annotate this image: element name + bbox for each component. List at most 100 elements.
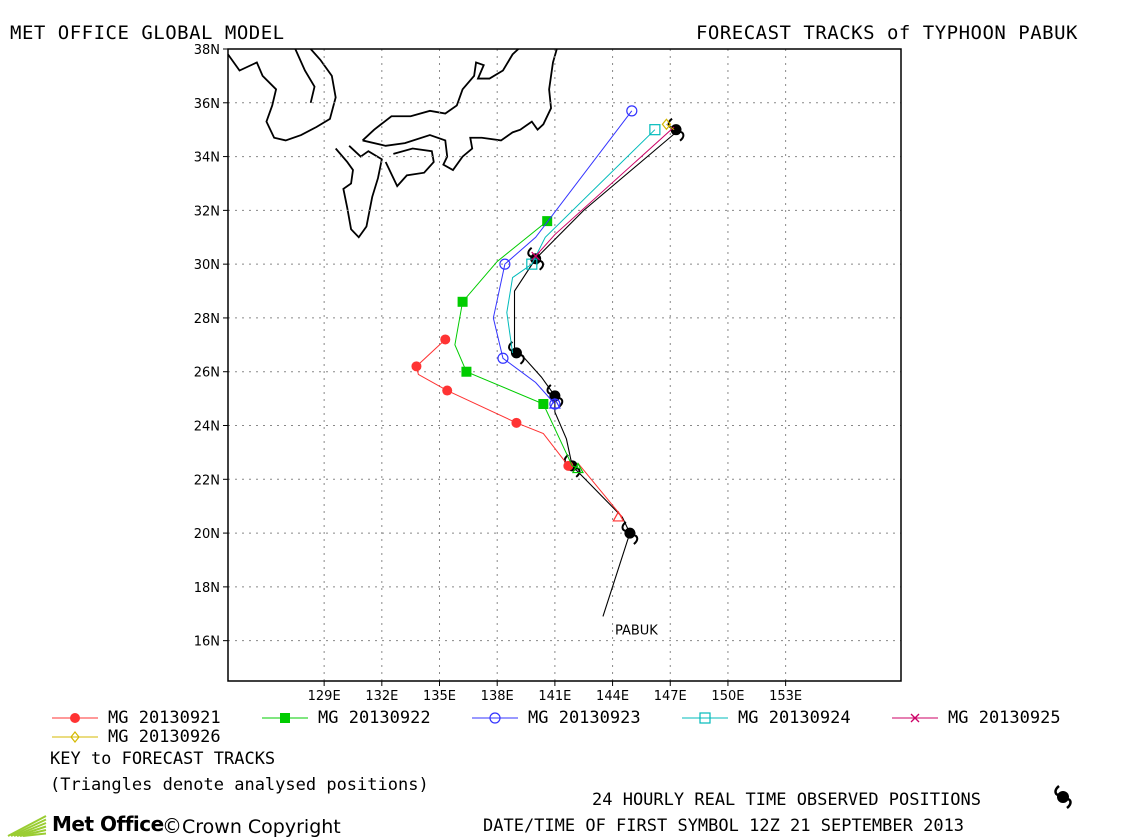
copyright-icon: © (162, 814, 182, 838)
y-tick-label: 34N (194, 151, 220, 166)
key-title: KEY to FORECAST TRACKS (50, 749, 276, 769)
observed-positions-note: 24 HOURLY REAL TIME OBSERVED POSITIONS (592, 790, 981, 810)
x-tick-label: 144E (596, 689, 629, 704)
analysed-position-triangle (548, 397, 561, 409)
forecast-series (411, 105, 675, 522)
y-tick-label: 38N (194, 43, 220, 58)
axis-ticks: 129E 132E 135E 138E 141E 144E 147E 150E 153E 16N 1… (194, 43, 802, 704)
series-mg-20130925-point (531, 251, 541, 261)
y-tick-label: 18N (194, 581, 220, 596)
coastline (362, 48, 558, 172)
observed-position-symbol (621, 521, 639, 545)
plot-frame (227, 48, 902, 682)
series-mg-20130922-point (461, 366, 472, 377)
logo-stripe (7, 815, 47, 837)
y-tick-label: 28N (194, 312, 220, 327)
y-tick-label: 30N (194, 258, 220, 273)
legend-swatch-marker (699, 712, 711, 724)
coastline-map (227, 48, 558, 239)
coastline (334, 145, 383, 239)
y-tick-label: 36N (194, 97, 220, 112)
series-mg-20130926-line (666, 123, 675, 131)
legend-swatch (52, 731, 98, 743)
legend-label: MG 20130924 (738, 708, 851, 728)
x-tick-label: 135E (423, 689, 456, 704)
series-mg-20130921-lead (577, 462, 623, 518)
series-mg-20130923-line (492, 110, 633, 405)
series-mg-20130921-point (511, 417, 522, 428)
legend-swatch (472, 712, 518, 724)
series-mg-20130923-point (499, 258, 511, 270)
first-symbol-datetime: DATE/TIME OF FIRST SYMBOL 12Z 21 SEPTEMB… (483, 816, 965, 836)
legend-label: MG 20130925 (948, 708, 1061, 728)
copyright-text: Crown Copyright (182, 816, 341, 838)
legend-swatch-marker (910, 713, 920, 723)
x-tick-label: 150E (711, 689, 744, 704)
coastline (294, 48, 316, 103)
y-tick-label: 32N (194, 204, 220, 219)
series-mg-20130922-point (538, 398, 549, 409)
legend-swatch (682, 712, 728, 724)
chart-title: FORECAST TRACKS of TYPHOON PABUK (695, 22, 1078, 44)
legend-item: MG 20130921 (50, 708, 221, 730)
series-mg-20130924-point (649, 124, 661, 136)
met-office-logo-icon (7, 815, 47, 837)
legend-label: MG 20130923 (528, 708, 641, 728)
logo-stripe (10, 818, 47, 837)
y-tick-label: 20N (194, 527, 220, 542)
legend-item: MG 20130926 (50, 727, 221, 749)
legend-item: MG 20130925 (890, 708, 1061, 730)
series-mg-20130924-line (506, 129, 656, 353)
series-mg-20130921-point (411, 361, 422, 372)
logo-stripe (16, 825, 47, 837)
x-tick-label: 129E (308, 689, 341, 704)
logo-stripe (22, 832, 47, 837)
typhoon-symbol-icon (1054, 785, 1072, 809)
observed-track (508, 117, 685, 617)
x-tick-label: 147E (654, 689, 687, 704)
series-mg-20130921-point (442, 385, 453, 396)
coastline (361, 48, 519, 142)
legend-label: MG 20130926 (108, 727, 221, 747)
legend-swatch (262, 713, 308, 723)
legend-swatch (52, 713, 98, 723)
legend-item: MG 20130922 (260, 708, 431, 730)
storm-label: PABUK (615, 623, 658, 638)
coastline (384, 147, 435, 188)
legend-swatch-marker (70, 731, 80, 743)
legend-item: MG 20130924 (680, 708, 851, 730)
crown-copyright: ©Crown Copyright (162, 814, 341, 838)
observed-track-line (513, 131, 677, 617)
series-mg-20130921-point (440, 334, 451, 345)
x-tick-label: 132E (365, 689, 398, 704)
series-mg-20130922-point (542, 216, 553, 227)
y-tick-label: 26N (194, 366, 220, 381)
series-mg-20130925-line (535, 126, 675, 257)
coastline (227, 48, 337, 142)
legend-label: MG 20130922 (318, 708, 431, 728)
series-mg-20130923-point (497, 352, 509, 364)
y-tick-label: 24N (194, 420, 220, 435)
grid (228, 48, 901, 681)
legend-swatch-marker (489, 712, 501, 724)
y-tick-label: 16N (194, 635, 220, 650)
met-office-logo-text: Met Office (52, 812, 164, 836)
series-mg-20130926-point (661, 118, 672, 131)
series-mg-20130923-point (626, 105, 638, 117)
analysed-position-triangle (612, 510, 625, 522)
legend-swatch-marker (280, 713, 290, 723)
key-note: (Triangles denote analysed positions) (50, 775, 429, 795)
legend-swatch (892, 713, 938, 723)
x-tick-label: 138E (481, 689, 514, 704)
logo-stripe (13, 822, 47, 837)
model-title: MET OFFICE GLOBAL MODEL (10, 22, 285, 44)
analysed-position-triangle (571, 462, 584, 474)
legend-swatch-marker (70, 713, 80, 723)
x-tick-label: 141E (538, 689, 571, 704)
legend-item: MG 20130923 (470, 708, 641, 730)
y-tick-label: 22N (194, 473, 220, 488)
legend-label: MG 20130921 (108, 708, 221, 728)
x-tick-label: 153E (769, 689, 802, 704)
series-mg-20130922-point (457, 296, 468, 307)
